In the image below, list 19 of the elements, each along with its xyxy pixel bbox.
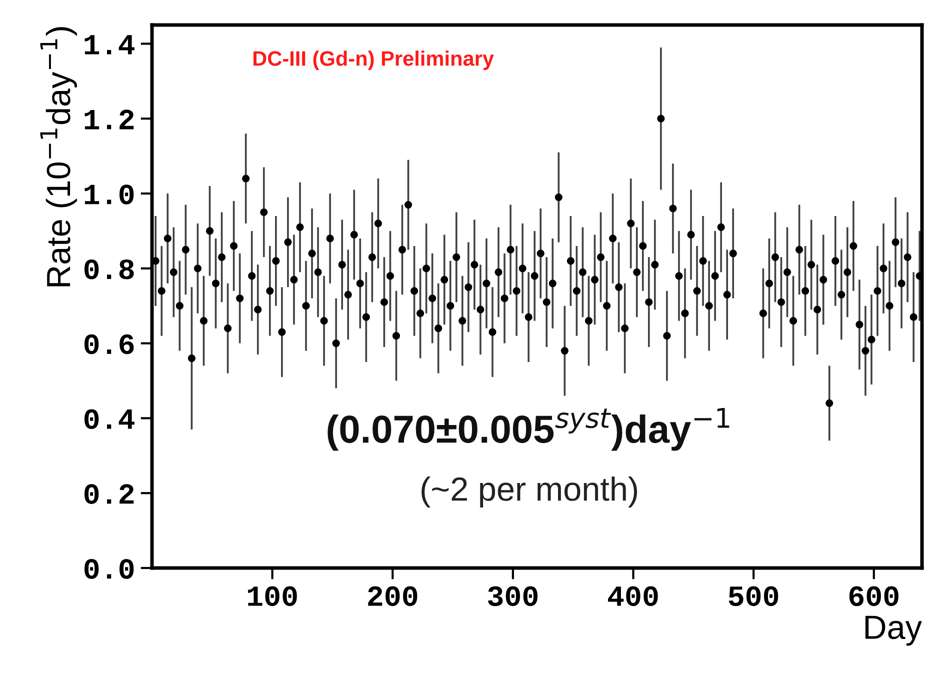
x-tick-label: 300 (488, 586, 538, 606)
y-tick-label: 0.2 (84, 484, 134, 504)
x-tick-label: 100 (248, 586, 297, 606)
y-axis-title: Rate (10$^{−1}$day$^{−1}$) (40, 27, 77, 286)
annotation: (~2 per month) (422, 476, 638, 508)
x-tick-label: 400 (608, 586, 658, 606)
x-tick-label: 600 (849, 586, 898, 606)
x-axis-title: Day (865, 616, 922, 646)
y-tick-label: 0.8 (84, 259, 134, 280)
x-tick-label: 500 (728, 586, 778, 606)
x-tick-label: 200 (368, 586, 418, 606)
annotation: DC-III (Gd-n) Preliminary (253, 50, 494, 70)
y-tick-label: 0.0 (84, 559, 134, 579)
y-tick-label: 1.2 (84, 110, 134, 130)
y-tick-label: 0.6 (84, 334, 134, 354)
y-tick-label: 1.0 (84, 184, 134, 204)
y-tick-label: 0.4 (84, 409, 134, 430)
y-tick-label: 1.4 (84, 35, 134, 54)
annotation: (0.070±0.005$^{syst}$)day$^{−1}$ (328, 408, 730, 451)
